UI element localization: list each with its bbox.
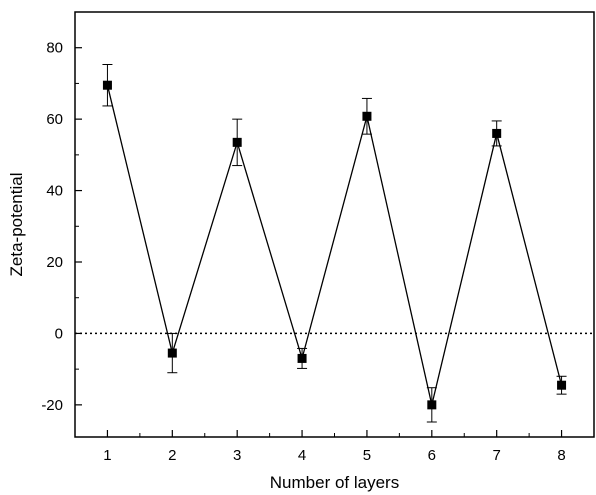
- series-line: [106, 85, 563, 406]
- plot-frame: [74, 11, 595, 438]
- data-point: [232, 137, 242, 147]
- x-tick-label: 2: [168, 447, 176, 464]
- y-tick-label: 80: [46, 40, 63, 57]
- data-point: [427, 400, 437, 410]
- x-axis: 1 2 3 4 5 6 7 8: [103, 430, 566, 464]
- x-axis-title: Number of layers: [270, 473, 399, 492]
- plot-area: [74, 11, 595, 438]
- data-point: [557, 380, 567, 390]
- data-point: [167, 348, 177, 358]
- y-tick-label: 40: [46, 183, 63, 200]
- x-tick-label: 4: [298, 447, 306, 464]
- x-tick-label: 1: [103, 447, 111, 464]
- x-tick-label: 5: [363, 447, 371, 464]
- series-layer: [75, 64, 594, 423]
- data-point: [102, 80, 112, 90]
- y-tick-label: 0: [55, 325, 63, 342]
- x-tick-label: 8: [557, 447, 565, 464]
- x-tick-label: 6: [428, 447, 436, 464]
- data-point: [362, 111, 372, 121]
- y-axis-title: Zeta-potential: [7, 173, 26, 277]
- y-tick-label: 20: [46, 254, 63, 271]
- y-tick-label: -20: [41, 397, 63, 414]
- y-tick-label: 60: [46, 111, 63, 128]
- y-axis: -20 0 20 40 60 80: [41, 40, 82, 414]
- x-tick-label: 3: [233, 447, 241, 464]
- x-tick-label: 7: [493, 447, 501, 464]
- data-point: [492, 128, 502, 138]
- data-point: [297, 353, 307, 363]
